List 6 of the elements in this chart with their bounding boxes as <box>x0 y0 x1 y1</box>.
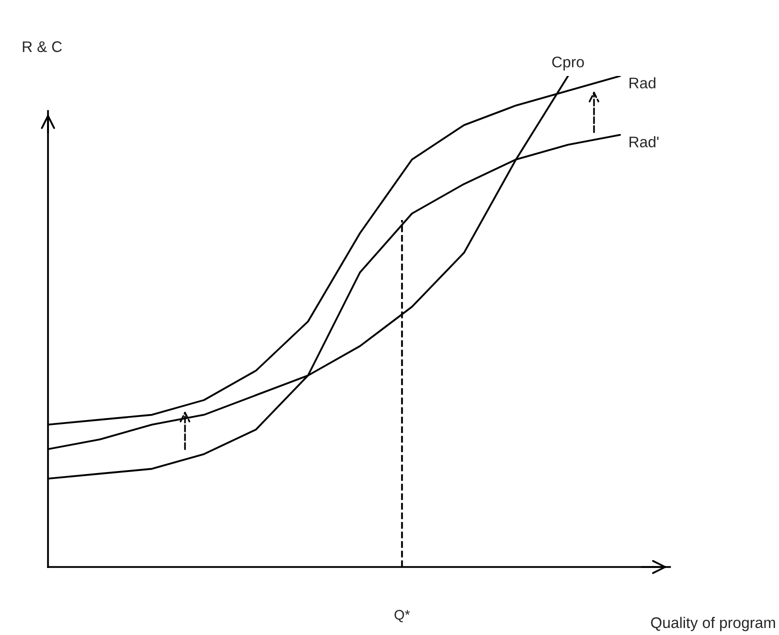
y-axis-title: R & C <box>22 41 62 52</box>
x-axis-title: Quality of program <box>651 616 775 632</box>
text: Q* <box>394 610 410 622</box>
series-label: Rad' <box>630 136 659 148</box>
series-label: Rad <box>630 77 656 88</box>
series-label: Cpro <box>552 56 584 70</box>
